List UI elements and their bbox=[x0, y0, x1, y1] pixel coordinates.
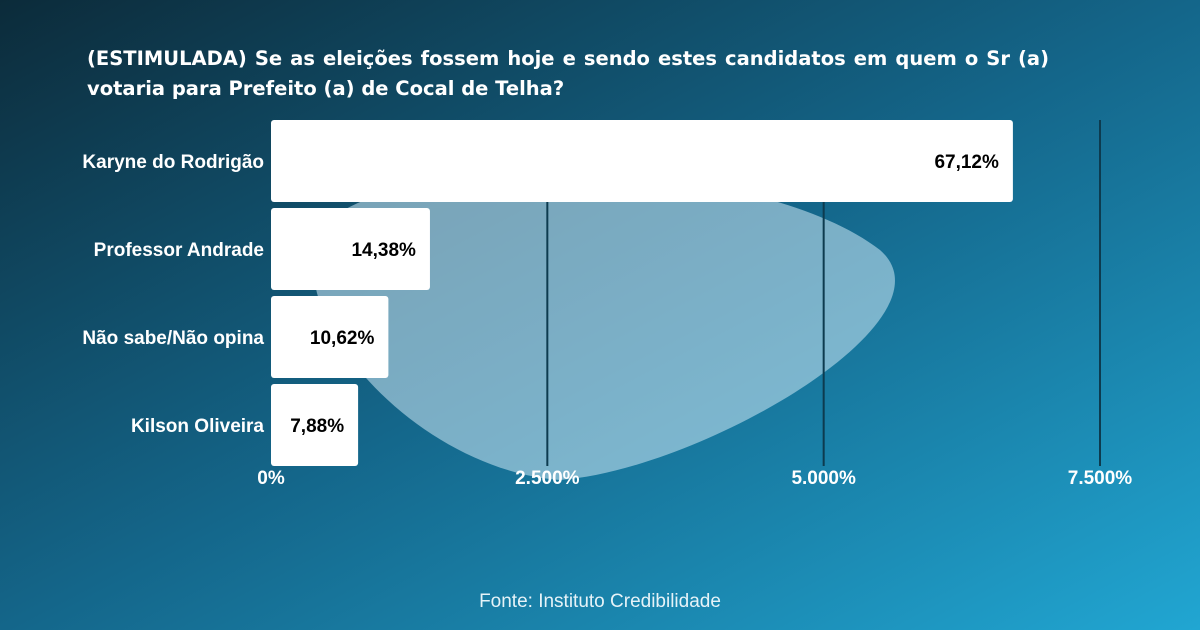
watermark bbox=[313, 172, 895, 480]
y-tick-label: Kilson Oliveira bbox=[131, 416, 264, 437]
y-tick-label: Não sabe/Não opina bbox=[82, 328, 264, 349]
source: Fonte: Instituto Credibilidade bbox=[479, 591, 721, 612]
bar bbox=[271, 296, 389, 378]
bar bbox=[271, 384, 359, 466]
bar bbox=[271, 208, 430, 290]
x-tick-label: 5.000% bbox=[791, 468, 856, 489]
chart-title: (ESTIMULADA) Se as eleições fossem hoje … bbox=[87, 47, 1049, 100]
y-tick-label: Karyne do Rodrigão bbox=[82, 152, 264, 173]
x-tick-label: 0% bbox=[257, 468, 285, 489]
value-label: 67,12% bbox=[934, 152, 999, 173]
value-label: 7,88% bbox=[290, 416, 344, 437]
y-tick-label: Professor Andrade bbox=[94, 240, 264, 261]
bar bbox=[271, 120, 1013, 202]
value-label: 14,38% bbox=[351, 240, 416, 261]
value-label: 10,62% bbox=[310, 328, 375, 349]
x-tick-label: 7.500% bbox=[1068, 468, 1133, 489]
x-tick-label: 2.500% bbox=[515, 468, 580, 489]
